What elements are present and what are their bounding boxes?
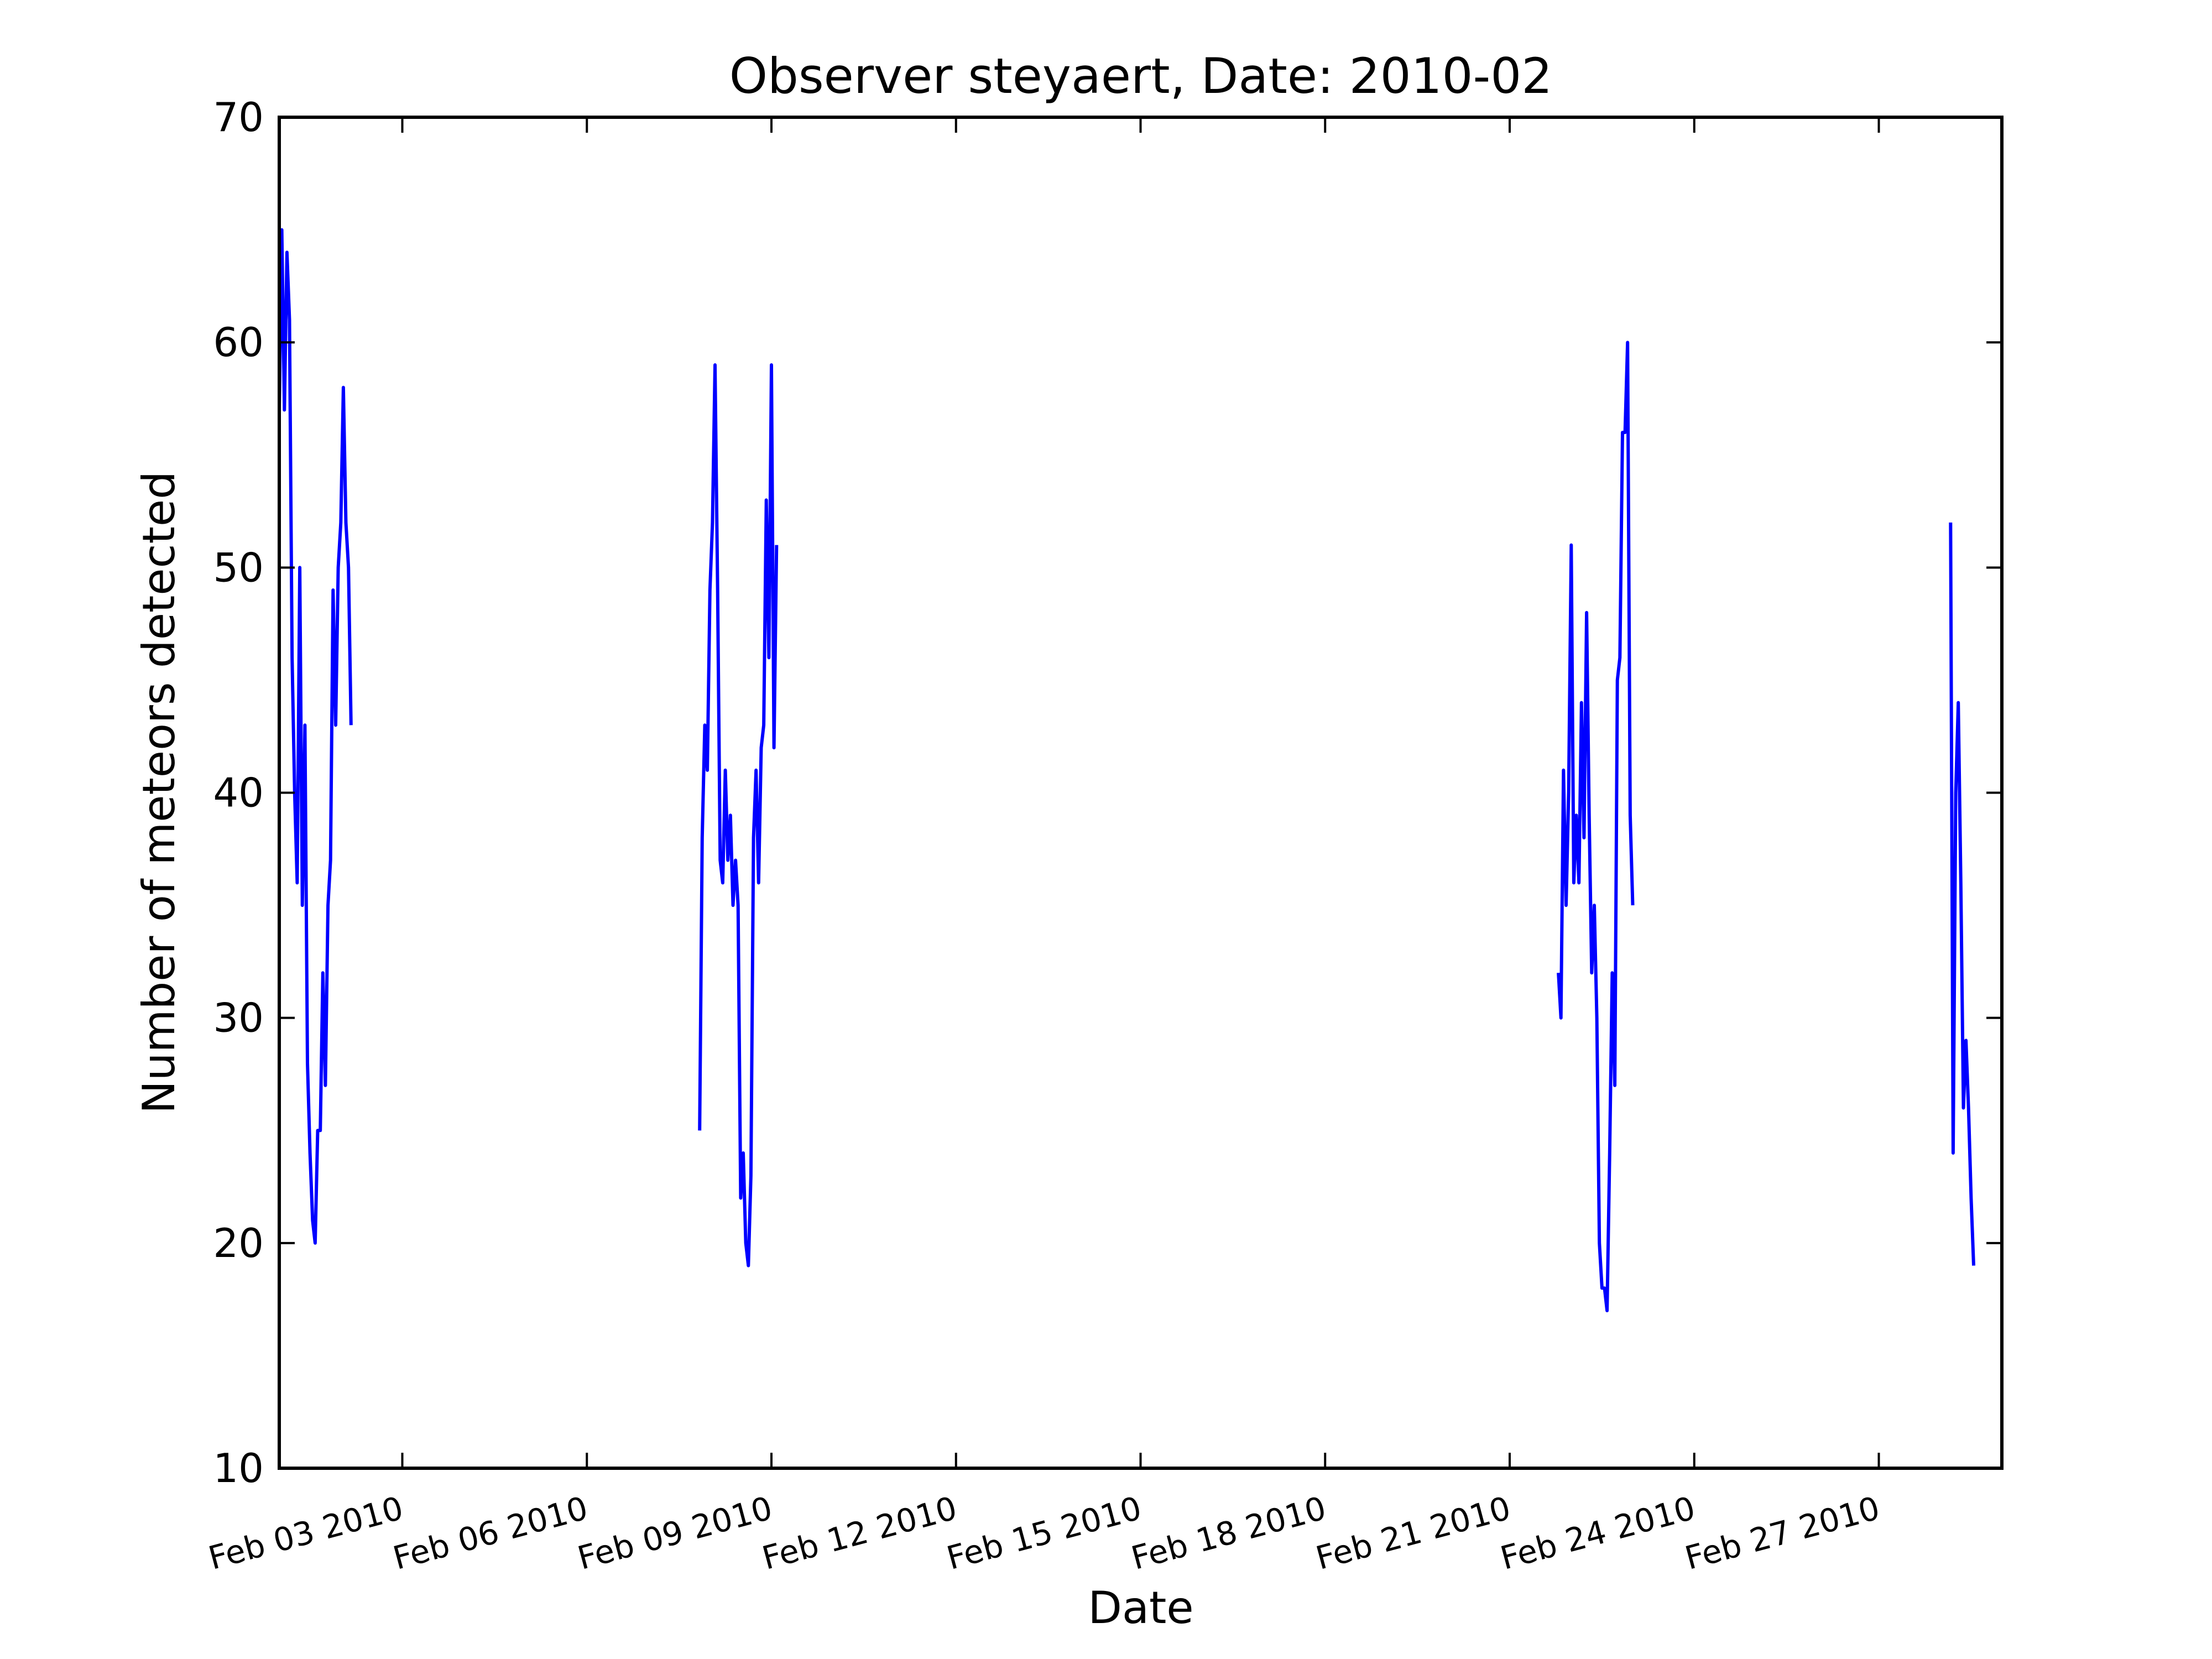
y-axis-label: Number of meteors detected — [133, 471, 185, 1114]
series-layer — [278, 228, 1975, 1312]
plot-frame — [278, 116, 2004, 1470]
y-tick-label: 60 — [213, 319, 264, 366]
y-tick-label: 20 — [213, 1220, 264, 1266]
series-line-segment-4 — [1949, 522, 1975, 1266]
y-tick-label: 50 — [213, 544, 264, 591]
chart-title: Observer steyaert, Date: 2010-02 — [729, 48, 1553, 105]
y-tick-label: 30 — [213, 995, 264, 1041]
series-line-segment-2 — [698, 363, 779, 1267]
y-tick-label: 10 — [213, 1445, 264, 1491]
y-axis: 10 20 30 40 50 60 70 — [213, 94, 2002, 1491]
x-axis-label: Date — [1088, 1582, 1193, 1634]
series-line-segment-1 — [278, 228, 353, 1245]
y-tick-label: 70 — [213, 94, 264, 140]
plot-area — [279, 117, 2002, 1468]
series-line-segment-3 — [1557, 341, 1635, 1312]
y-tick-label: 40 — [213, 770, 264, 816]
